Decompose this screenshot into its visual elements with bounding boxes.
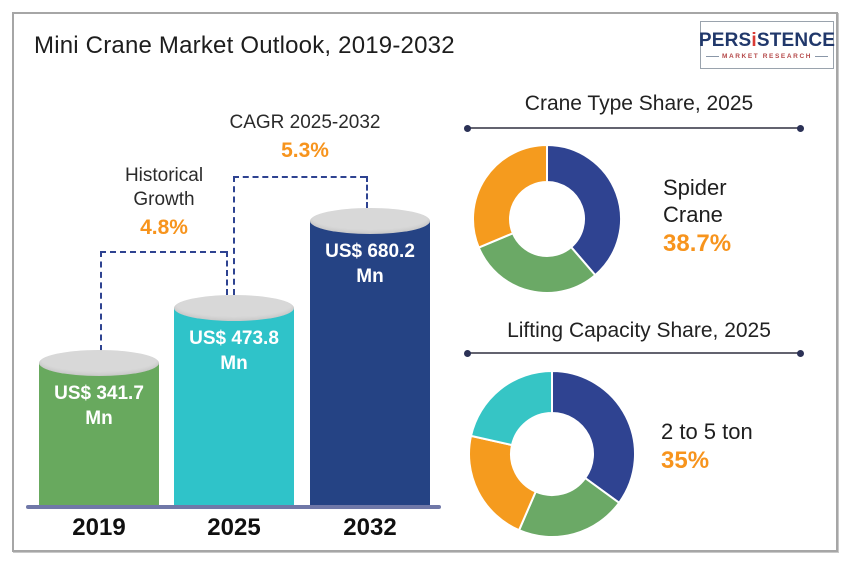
bracket-dashed-line <box>233 176 366 178</box>
callout-line: Crane <box>663 202 723 227</box>
historical-growth-value: 4.8% <box>140 216 188 239</box>
brand-logo: PERSiSTENCE MARKET RESEARCH <box>699 21 835 69</box>
callout-line: 2 to 5 ton <box>661 419 753 444</box>
crane-type-share-title: Crane Type Share, 2025 <box>524 92 754 115</box>
spider-crane-share-value: 38.7% <box>663 230 732 257</box>
x-axis-line <box>26 505 441 509</box>
cagr-annotation: CAGR 2025-2032 5.3% <box>220 111 390 163</box>
callout-line: Spider <box>663 175 727 200</box>
lifting-capacity-share-value: 35% <box>661 447 710 474</box>
donut-segment <box>468 434 538 532</box>
section-divider-line <box>464 349 804 357</box>
bar-value-line: US$ 341.7 <box>54 383 144 404</box>
lifting-capacity-callout: 2 to 5 ton 35% <box>661 418 753 474</box>
donut-segment <box>469 370 553 447</box>
bar-body <box>174 308 294 507</box>
brand-name-accent-i: i <box>751 29 757 51</box>
crane-type-donut-chart <box>472 144 622 294</box>
tagline-rule-left <box>705 55 719 57</box>
bracket-dashed-line <box>233 176 235 295</box>
page-title: Mini Crane Market Outlook, 2019-2032 <box>34 32 455 59</box>
bar-body <box>39 363 159 507</box>
bar-value-line: Mn <box>220 353 248 374</box>
lifting-capacity-share-title: Lifting Capacity Share, 2025 <box>507 319 771 342</box>
bar-value-line: Mn <box>356 266 384 287</box>
brand-name-part: STENCE <box>756 29 836 51</box>
bar-value-line: US$ 473.8 <box>189 328 279 349</box>
tagline-rule-right <box>815 55 829 57</box>
bracket-dashed-line <box>100 251 102 351</box>
section-divider-line <box>464 124 804 132</box>
bar-value-label: US$ 341.7 Mn <box>39 381 159 431</box>
annotation-line: CAGR 2025-2032 <box>229 112 381 133</box>
donut-segment-spider-crane <box>546 144 622 277</box>
cagr-value: 5.3% <box>281 139 329 162</box>
bar-top-ellipse <box>39 350 159 376</box>
market-outlook-bar-chart: Historical Growth 4.8% CAGR 2025-2032 5.… <box>14 14 454 550</box>
brand-name-part: PERS <box>698 29 752 51</box>
brand-tagline: MARKET RESEARCH <box>705 52 829 60</box>
annotation-line: Growth <box>133 189 195 210</box>
x-tick-2019: 2019 <box>72 514 126 541</box>
lifting-capacity-donut-chart <box>468 370 636 538</box>
bar-top-ellipse <box>174 295 294 321</box>
infographic-card: Mini Crane Market Outlook, 2019-2032 PER… <box>12 12 838 552</box>
bar-value-line: Mn <box>85 408 113 429</box>
x-tick-2032: 2032 <box>343 514 397 541</box>
brand-name: PERSiSTENCE <box>699 31 835 50</box>
bracket-dashed-line <box>366 176 368 208</box>
x-tick-2025: 2025 <box>207 514 261 541</box>
bar-value-label: US$ 473.8 Mn <box>174 326 294 376</box>
donut-segment <box>472 144 548 249</box>
bracket-dashed-line <box>100 251 226 253</box>
donut-segment <box>477 231 597 294</box>
annotation-line: Historical <box>124 165 204 186</box>
bar-value-label: US$ 680.2 Mn <box>310 239 430 289</box>
brand-tagline-text: MARKET RESEARCH <box>721 52 813 60</box>
bar-top-ellipse <box>310 208 430 234</box>
bar-value-line: US$ 680.2 <box>325 241 415 262</box>
bracket-dashed-line <box>226 251 228 295</box>
spider-crane-callout: Spider Crane 38.7% <box>663 174 731 257</box>
bar-body <box>310 221 430 507</box>
donut-segment-2-to-5-ton <box>551 370 636 505</box>
historical-growth-annotation: Historical Growth 4.8% <box>84 164 244 240</box>
